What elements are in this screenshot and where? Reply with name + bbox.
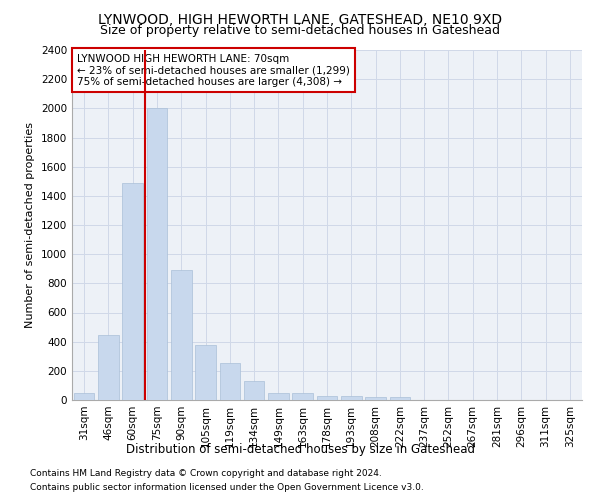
Bar	[244, 381, 265, 400]
Text: LYNWOOD HIGH HEWORTH LANE: 70sqm
← 23% of semi-detached houses are smaller (1,29: LYNWOOD HIGH HEWORTH LANE: 70sqm ← 23% o…	[77, 54, 350, 86]
Bar	[268, 394, 289, 400]
Bar	[292, 394, 313, 400]
Text: Contains HM Land Registry data © Crown copyright and database right 2024.: Contains HM Land Registry data © Crown c…	[30, 468, 382, 477]
Bar	[74, 394, 94, 400]
Text: Size of property relative to semi-detached houses in Gateshead: Size of property relative to semi-detach…	[100, 24, 500, 37]
Bar	[389, 397, 410, 400]
Bar	[98, 335, 119, 400]
Bar	[365, 397, 386, 400]
Bar	[195, 346, 216, 400]
Bar	[341, 396, 362, 400]
Bar	[122, 182, 143, 400]
Text: Contains public sector information licensed under the Open Government Licence v3: Contains public sector information licen…	[30, 484, 424, 492]
Bar	[171, 270, 191, 400]
Bar	[220, 363, 240, 400]
Y-axis label: Number of semi-detached properties: Number of semi-detached properties	[25, 122, 35, 328]
Bar	[317, 396, 337, 400]
Text: Distribution of semi-detached houses by size in Gateshead: Distribution of semi-detached houses by …	[125, 442, 475, 456]
Bar	[146, 108, 167, 400]
Text: LYNWOOD, HIGH HEWORTH LANE, GATESHEAD, NE10 9XD: LYNWOOD, HIGH HEWORTH LANE, GATESHEAD, N…	[98, 12, 502, 26]
